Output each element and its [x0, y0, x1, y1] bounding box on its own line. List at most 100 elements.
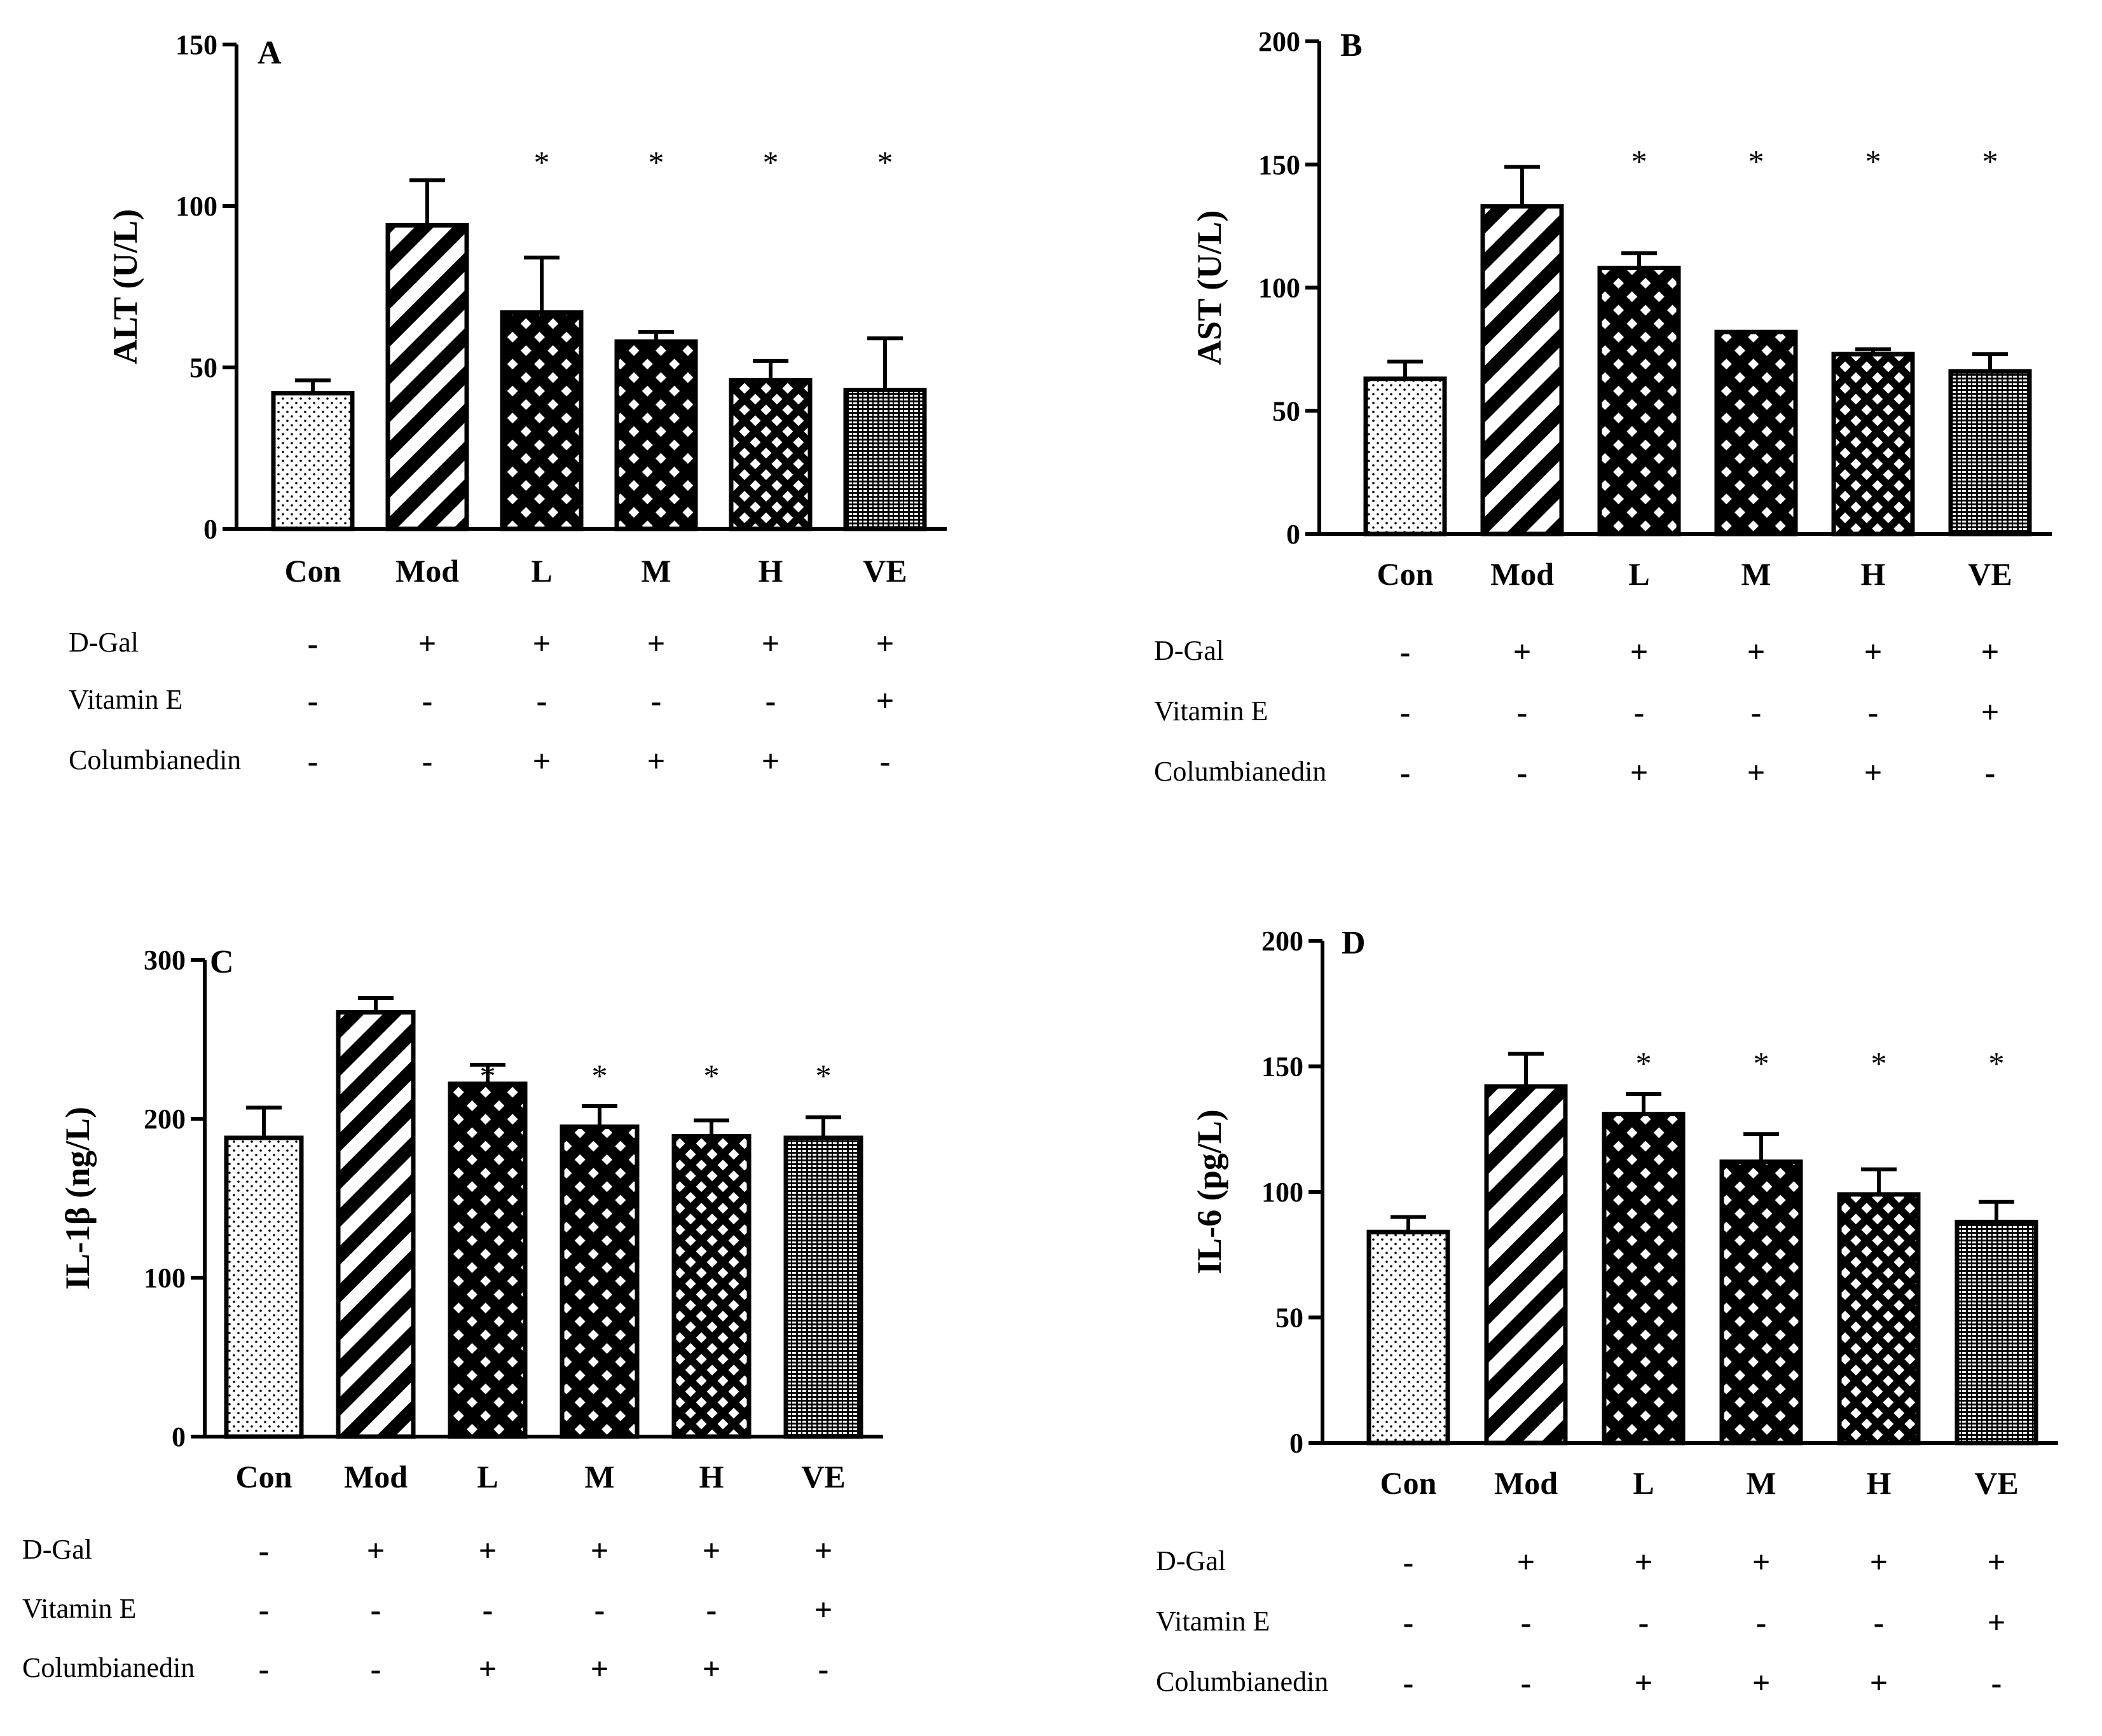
chart-panel-b: 0 50 100 150 200 AST (U/L) B Con Mod * L * M * H * VE D-G… — [1154, 26, 2052, 790]
y-tick-label: 100 — [144, 1262, 186, 1294]
bar-mod — [1484, 1084, 1568, 1446]
treatment-label: Columbianedin — [1154, 756, 1326, 787]
y-tick-label: 0 — [1286, 519, 1300, 550]
bar-con — [271, 391, 355, 531]
treatment-sign: - — [1751, 694, 1762, 730]
y-tick-label: 50 — [1272, 395, 1300, 427]
treatment-sign: + — [533, 743, 551, 779]
category-label: H — [1861, 556, 1886, 592]
treatment-sign: + — [1864, 755, 1883, 790]
treatment-sign: - — [1638, 1604, 1649, 1640]
treatment-sign: - — [1521, 1665, 1532, 1700]
treatment-sign: + — [1630, 634, 1649, 669]
bar-m — [560, 1124, 640, 1439]
category-label: Con — [1377, 556, 1434, 592]
bar-h — [1831, 352, 1915, 537]
bar-con — [224, 1135, 304, 1439]
treatment-sign: + — [1870, 1544, 1888, 1580]
treatment-label: D-Gal — [1156, 1545, 1226, 1576]
bar-ve — [1948, 369, 2032, 537]
chart-panel-d: 0 50 100 150 200 IL-6 (pg/L) D Con Mod * L * M * H * VE D… — [1156, 925, 2058, 1700]
bar-con — [1363, 376, 1447, 537]
chart-panel-a: 0 50 100 150 ALT (U/L) A Con Mod * L * M * H * VE D-Gal -… — [69, 29, 947, 779]
y-tick-label: 100 — [1261, 1177, 1303, 1208]
significance-marker: * — [816, 1058, 832, 1093]
treatment-sign: + — [647, 625, 666, 661]
y-tick-label: 150 — [1261, 1051, 1303, 1083]
treatment-sign: + — [1747, 634, 1766, 669]
treatment-sign: - — [308, 683, 319, 718]
category-label: M — [1746, 1465, 1776, 1501]
chart-panel-c: 0 100 200 300 IL-1β (ng/L) C Con Mod * L * M * H * VE D-… — [22, 944, 883, 1686]
category-label: Con — [1380, 1465, 1437, 1501]
category-label: VE — [1968, 556, 2012, 592]
treatment-sign: + — [1981, 694, 2000, 730]
treatment-sign: - — [1868, 694, 1879, 730]
treatment-sign: - — [1403, 1544, 1414, 1580]
panel-label: B — [1340, 27, 1363, 64]
treatment-sign: - — [1403, 1604, 1414, 1640]
y-tick-label: 50 — [189, 352, 217, 383]
treatment-label: D-Gal — [69, 627, 139, 658]
treatment-sign: + — [1635, 1544, 1653, 1580]
treatment-sign: - — [1991, 1665, 2002, 1700]
treatment-sign: - — [371, 1592, 381, 1627]
treatment-sign: + — [479, 1533, 497, 1568]
bar-h — [1837, 1192, 1921, 1446]
bar-m — [1714, 329, 1798, 537]
significance-marker: * — [534, 144, 550, 180]
category-label: VE — [1974, 1465, 2018, 1501]
significance-marker: * — [649, 144, 664, 180]
y-axis-title: AST (U/L) — [1190, 210, 1228, 366]
treatment-label: D-Gal — [22, 1534, 92, 1565]
treatment-sign: + — [367, 1533, 385, 1568]
treatment-label: Columbianedin — [1156, 1666, 1328, 1697]
bar-mod — [1480, 204, 1564, 537]
treatment-sign: + — [1988, 1604, 2006, 1640]
treatment-sign: + — [762, 743, 780, 779]
treatment-sign: - — [259, 1592, 270, 1627]
y-tick-label: 100 — [1258, 273, 1300, 304]
category-label: H — [1867, 1465, 1892, 1501]
bar-con — [1366, 1229, 1450, 1446]
significance-marker: * — [877, 144, 893, 180]
treatment-sign: + — [1870, 1665, 1888, 1700]
treatment-sign: + — [703, 1533, 721, 1568]
category-label: Con — [285, 553, 341, 589]
panel-label: D — [1342, 925, 1366, 961]
bar-l — [1597, 266, 1681, 537]
bar-l — [1602, 1112, 1686, 1446]
significance-marker: * — [1636, 1045, 1652, 1081]
category-label: M — [1741, 556, 1771, 592]
treatment-sign: - — [259, 1651, 270, 1686]
significance-marker: * — [1754, 1045, 1769, 1081]
significance-marker: * — [704, 1058, 720, 1093]
bar-m — [614, 339, 698, 531]
category-label: Mod — [344, 1459, 408, 1494]
treatment-sign: + — [1981, 634, 2000, 669]
y-axis-title: IL-1β (ng/L) — [58, 1107, 97, 1290]
treatment-sign: - — [880, 743, 891, 779]
bar-h — [729, 378, 813, 531]
significance-marker: * — [763, 144, 779, 180]
significance-marker: * — [1982, 143, 1998, 179]
treatment-sign: - — [1517, 755, 1528, 790]
treatment-sign: + — [479, 1651, 497, 1686]
treatment-label: Columbianedin — [69, 744, 241, 776]
treatment-sign: - — [422, 683, 433, 718]
bar-m — [1719, 1159, 1803, 1446]
treatment-sign: - — [766, 683, 776, 718]
category-label: Con — [236, 1459, 292, 1494]
treatment-sign: - — [308, 625, 319, 661]
treatment-sign: - — [651, 683, 662, 718]
bar-l — [500, 310, 584, 531]
significance-marker: * — [592, 1058, 608, 1093]
bar-ve — [843, 388, 927, 531]
treatment-sign: + — [533, 625, 551, 661]
treatment-sign: - — [1403, 1665, 1414, 1700]
y-tick-label: 200 — [1258, 26, 1300, 57]
treatment-sign: + — [1747, 755, 1766, 790]
treatment-sign: + — [1517, 1544, 1535, 1580]
category-label: Mod — [395, 553, 459, 589]
category-label: H — [759, 553, 783, 589]
